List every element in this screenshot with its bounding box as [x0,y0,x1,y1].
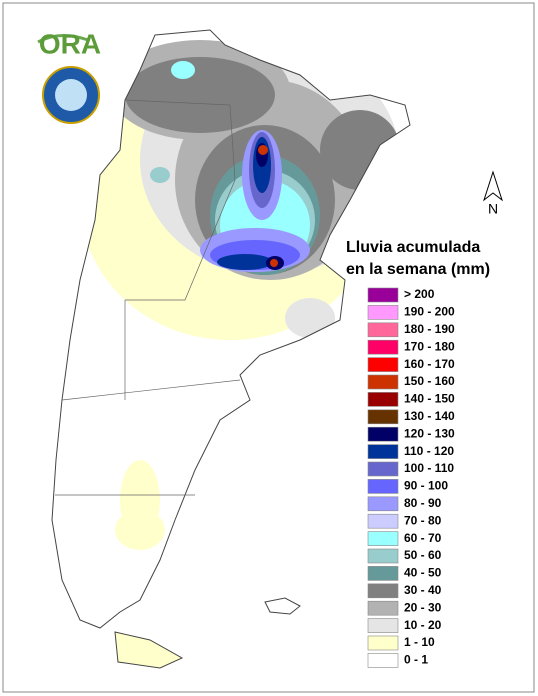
tierra-del-fuego [114,631,184,669]
north-label: N [488,201,498,217]
legend-title: Lluvia acumulada [346,239,480,256]
legend-label: 50 - 60 [404,548,442,562]
legend-swatch [367,392,399,407]
north-arrow [483,170,503,202]
legend-label: 40 - 50 [404,566,442,580]
legend-label: 10 - 20 [404,618,442,632]
legend-label: 60 - 70 [404,531,442,545]
legend-label: 0 - 1 [404,653,428,667]
legend-label: 80 - 90 [404,496,442,510]
legend-swatch [367,374,399,390]
legend-swatch [367,653,399,668]
legend-swatch [367,339,399,355]
legend-swatch [367,461,399,477]
country-outline [51,29,411,629]
legend-swatch [367,409,399,425]
legend-label: 140 - 150 [404,392,455,406]
legend-swatch [367,287,399,303]
legend-swatch [367,548,399,564]
logo-swoosh [37,34,89,44]
legend-label: 70 - 80 [404,513,442,527]
legend-swatch [367,635,399,651]
legend-label: 130 - 140 [404,409,455,423]
legend-title: en la semana (mm) [346,261,490,278]
legend-swatch [367,444,399,459]
legend-label: 110 - 120 [404,444,454,458]
islands [264,597,301,615]
legend-label: 1 - 10 [404,635,435,649]
legend-label: 30 - 40 [404,583,442,597]
legend-swatch [367,566,399,581]
legend-swatch [367,357,399,372]
legend-swatch [367,600,399,616]
legend-label: 180 - 190 [404,322,455,336]
province-borders [55,99,241,496]
legend-swatch [367,426,399,442]
legend-swatch [367,479,399,494]
legend-label: 170 - 180 [404,339,455,353]
legend-label: 190 - 200 [404,305,455,319]
legend-label: 120 - 130 [404,426,455,440]
legend-label: 160 - 170 [404,357,455,371]
legend-swatch [367,513,399,529]
legend-label: > 200 [404,287,435,301]
legend-swatch [367,583,399,599]
legend: Lluvia acumulada en la semana (mm) > 200 19… [346,239,490,668]
legend-label: 150 - 160 [404,374,455,388]
legend-label: 90 - 100 [404,479,448,493]
legend-swatch [367,496,399,512]
legend-swatch [367,305,399,320]
legend-label: 20 - 30 [404,600,442,614]
legend-swatch [367,531,399,546]
legend-label: 100 - 110 [404,461,454,475]
seal-inner [55,79,87,111]
legend-swatch [367,618,399,633]
legend-swatch [367,322,399,338]
logo-text: ORA [39,28,101,59]
